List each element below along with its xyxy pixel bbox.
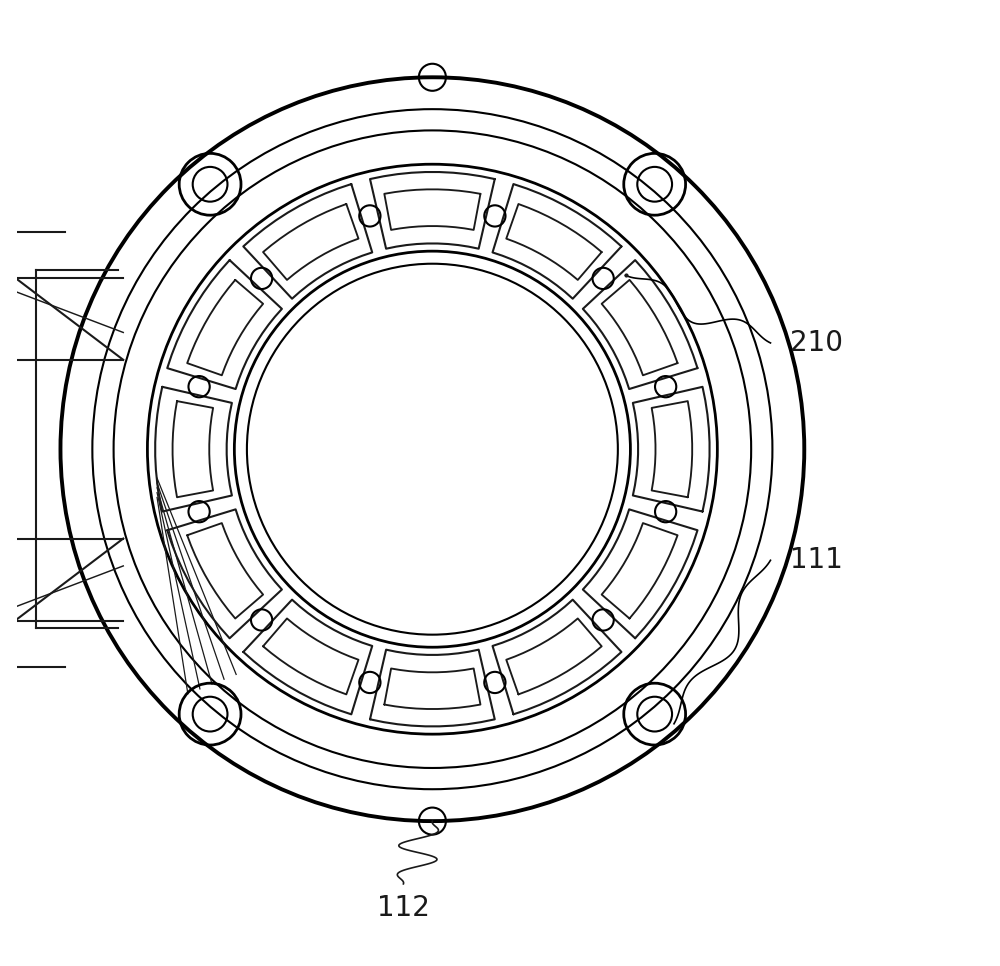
Polygon shape [602, 280, 678, 375]
Polygon shape [370, 650, 495, 726]
Polygon shape [493, 185, 621, 298]
Polygon shape [633, 386, 710, 512]
Polygon shape [652, 401, 692, 497]
Polygon shape [506, 204, 602, 280]
Polygon shape [506, 618, 602, 695]
Polygon shape [384, 668, 480, 709]
Polygon shape [602, 524, 678, 618]
Polygon shape [583, 509, 698, 639]
Polygon shape [187, 280, 263, 375]
Polygon shape [155, 386, 232, 512]
Polygon shape [167, 260, 282, 389]
Polygon shape [583, 260, 698, 389]
Polygon shape [370, 172, 495, 248]
Polygon shape [384, 189, 480, 230]
Polygon shape [263, 618, 358, 695]
Text: 210: 210 [790, 329, 843, 356]
Text: 111: 111 [790, 547, 843, 574]
Text: 112: 112 [377, 895, 430, 922]
Polygon shape [493, 600, 621, 714]
Polygon shape [263, 204, 358, 280]
Polygon shape [243, 185, 372, 298]
Polygon shape [173, 401, 213, 497]
Polygon shape [167, 509, 282, 639]
Polygon shape [187, 524, 263, 618]
Polygon shape [243, 600, 372, 714]
